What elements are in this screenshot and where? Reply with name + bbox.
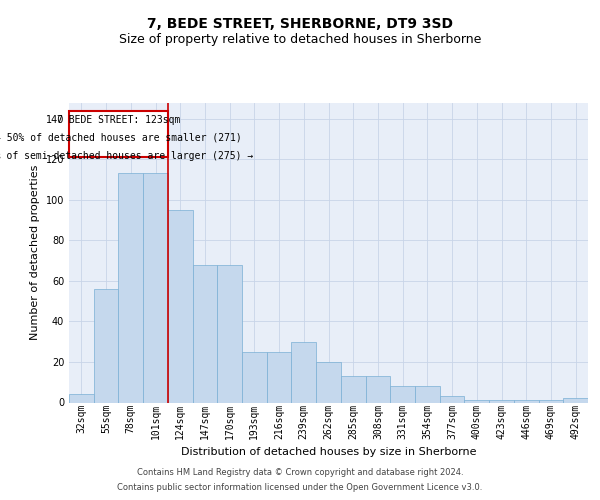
- Bar: [143, 174, 168, 402]
- Bar: [563, 398, 588, 402]
- Bar: [440, 396, 464, 402]
- X-axis label: Distribution of detached houses by size in Sherborne: Distribution of detached houses by size …: [181, 448, 476, 458]
- Bar: [415, 386, 440, 402]
- Text: 7 BEDE STREET: 123sqm: 7 BEDE STREET: 123sqm: [57, 114, 180, 124]
- Text: 50% of semi-detached houses are larger (275) →: 50% of semi-detached houses are larger (…: [0, 151, 254, 161]
- Bar: [94, 289, 118, 403]
- Text: 7, BEDE STREET, SHERBORNE, DT9 3SD: 7, BEDE STREET, SHERBORNE, DT9 3SD: [147, 18, 453, 32]
- Bar: [267, 352, 292, 403]
- Bar: [292, 342, 316, 402]
- Bar: [539, 400, 563, 402]
- Text: Contains public sector information licensed under the Open Government Licence v3: Contains public sector information licen…: [118, 483, 482, 492]
- Bar: [341, 376, 365, 402]
- Bar: [316, 362, 341, 403]
- Bar: [69, 110, 168, 157]
- Bar: [464, 400, 489, 402]
- Bar: [118, 174, 143, 402]
- Bar: [390, 386, 415, 402]
- Text: Size of property relative to detached houses in Sherborne: Size of property relative to detached ho…: [119, 32, 481, 46]
- Bar: [193, 264, 217, 402]
- Bar: [217, 264, 242, 402]
- Bar: [514, 400, 539, 402]
- Bar: [489, 400, 514, 402]
- Y-axis label: Number of detached properties: Number of detached properties: [30, 165, 40, 340]
- Bar: [365, 376, 390, 402]
- Bar: [242, 352, 267, 403]
- Text: ← 50% of detached houses are smaller (271): ← 50% of detached houses are smaller (27…: [0, 133, 242, 143]
- Bar: [69, 394, 94, 402]
- Bar: [168, 210, 193, 402]
- Text: Contains HM Land Registry data © Crown copyright and database right 2024.: Contains HM Land Registry data © Crown c…: [137, 468, 463, 477]
